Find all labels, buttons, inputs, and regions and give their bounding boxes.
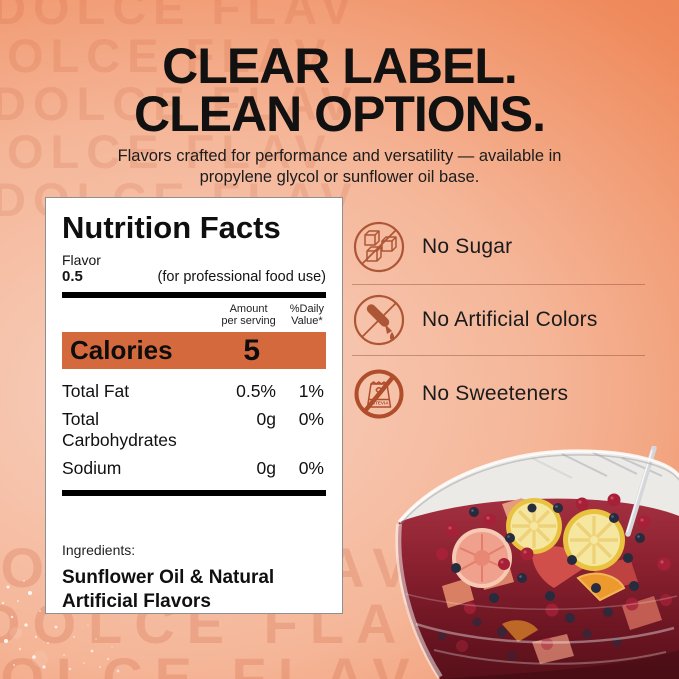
glitter-texture bbox=[1, 580, 120, 673]
no-sweeteners-icon: STEVIA bbox=[354, 369, 404, 419]
table-row: Sodium 0g 0% bbox=[62, 454, 326, 482]
list-item-no-sweeteners: STEVIA No Sweeteners bbox=[352, 356, 645, 432]
header: CLEAR LABEL. CLEAN OPTIONS. Flavors craf… bbox=[0, 38, 679, 187]
nutrient-daily-value: 1% bbox=[298, 380, 324, 401]
watermark-text: DOLCE FLAV bbox=[0, 125, 333, 178]
calories-label: Calories bbox=[70, 335, 173, 365]
table-row: Total Carbohydrates 0g 0% bbox=[62, 405, 326, 454]
feature-label: No Sugar bbox=[422, 235, 513, 258]
nutrient-name: Sodium bbox=[62, 457, 122, 478]
feature-label: No Artificial Colors bbox=[422, 308, 598, 331]
ingredients-label: Ingredients: bbox=[62, 542, 136, 558]
sweetener-packet-text: STEVIA bbox=[372, 401, 389, 406]
nutrient-amount: 0g bbox=[256, 408, 276, 429]
nutrition-facts-panel: Nutrition Facts Flavor 0.5 (for professi… bbox=[45, 197, 343, 614]
watermark-text: DOLCE FLAV bbox=[0, 77, 359, 130]
serving-info: Flavor 0.5 bbox=[62, 252, 101, 285]
table-row: Total Fat 0.5% 1% bbox=[62, 377, 326, 405]
serving-size: 0.5 bbox=[62, 268, 83, 285]
feature-list: No Sugar No Artificial Colors bbox=[352, 210, 645, 432]
fruit-punch-bowl-photo bbox=[395, 446, 679, 679]
nutrition-facts-title: Nutrition Facts bbox=[62, 210, 281, 245]
no-artificial-colors-icon bbox=[353, 294, 405, 346]
serving-row: Flavor 0.5 (for professional food use) bbox=[62, 252, 326, 285]
divider-bar bbox=[62, 490, 326, 496]
subtitle-line-1: Flavors crafted for performance and vers… bbox=[117, 147, 562, 165]
nutrient-amount: 0.5% bbox=[236, 380, 276, 401]
page-title-line-1: CLEAR LABEL. bbox=[162, 38, 518, 94]
feature-label: No Sweeteners bbox=[422, 382, 569, 405]
amount-column-header: Amount per serving bbox=[221, 303, 275, 327]
dv-header-line1: %Daily bbox=[289, 303, 324, 315]
calories-row: Calories 5 bbox=[62, 332, 326, 369]
column-headers: Amount per serving %Daily Value* bbox=[62, 303, 326, 327]
page-title-line-2: CLEAN OPTIONS. bbox=[133, 86, 546, 142]
amount-header-line2: per serving bbox=[221, 315, 276, 327]
nutrient-name: Total Carbohydrates bbox=[62, 408, 177, 450]
daily-value-column-header: %Daily Value* bbox=[290, 303, 324, 327]
nutrient-daily-value: 0% bbox=[298, 457, 324, 478]
calories-value: 5 bbox=[243, 333, 260, 367]
nutrient-name: Total Fat bbox=[62, 380, 130, 401]
list-item-no-sugar: No Sugar bbox=[352, 210, 645, 285]
serving-label: Flavor bbox=[62, 252, 101, 268]
nutrient-daily-value: 0% bbox=[298, 408, 324, 429]
dv-header-line2: Value* bbox=[291, 315, 323, 327]
watermark-text: DOLCE FLAV bbox=[0, 646, 422, 679]
nutrient-amount: 0g bbox=[256, 457, 276, 478]
professional-use-note: (for professional food use) bbox=[157, 269, 326, 285]
nutrient-table: Total Fat 0.5% 1% Total Carbohydrates 0g… bbox=[62, 377, 326, 482]
ingredients-section: Ingredients: Sunflower Oil & Natural Art… bbox=[62, 542, 326, 614]
amount-header-line1: Amount bbox=[229, 303, 268, 315]
subtitle: Flavors crafted for performance and vers… bbox=[0, 146, 679, 187]
watermark-text: DOLCE FLAV bbox=[0, 29, 333, 82]
subtitle-line-2: propylene glycol or sunflower oil base. bbox=[199, 167, 480, 186]
divider-bar bbox=[62, 292, 326, 298]
watermark-text: DOLCE FLAV bbox=[0, 0, 359, 34]
no-sugar-icon bbox=[353, 221, 405, 273]
list-item-no-artificial-colors: No Artificial Colors bbox=[352, 285, 645, 356]
ingredients-value: Sunflower Oil & Natural Artificial Flavo… bbox=[62, 567, 275, 612]
